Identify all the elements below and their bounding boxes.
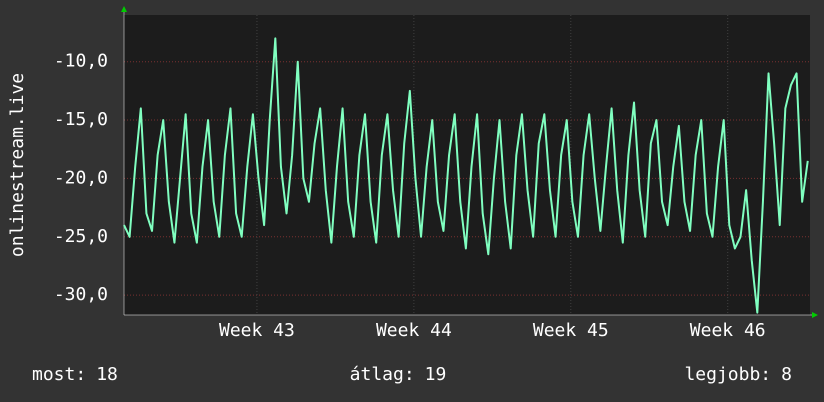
axis-arrow bbox=[812, 312, 818, 318]
stat-label: átlag: bbox=[350, 364, 415, 385]
x-tick-label: Week 44 bbox=[376, 320, 452, 341]
x-tick-label: Week 45 bbox=[533, 320, 609, 341]
y-axis-label: onlinestream.live bbox=[7, 73, 28, 257]
stat-value: 19 bbox=[425, 364, 447, 385]
stat-value: 8 bbox=[781, 364, 792, 385]
y-tick-label: -30,0 bbox=[54, 284, 108, 305]
y-tick-label: -20,0 bbox=[54, 167, 108, 188]
stat-value: 18 bbox=[96, 364, 118, 385]
plot-area bbox=[124, 15, 810, 315]
y-tick-label: -15,0 bbox=[54, 109, 108, 130]
y-tick-label: -25,0 bbox=[54, 226, 108, 247]
x-tick-label: Week 46 bbox=[690, 320, 766, 341]
stat-label: legjobb: bbox=[684, 364, 771, 385]
data-line bbox=[123, 37, 809, 314]
y-tick-label: -10,0 bbox=[54, 51, 108, 72]
legend-stat: átlag: 19 bbox=[350, 364, 447, 385]
legend-stat: most: 18 bbox=[32, 364, 118, 385]
stat-label: most: bbox=[32, 364, 86, 385]
axis-arrow bbox=[121, 6, 127, 12]
legend-stat: legjobb: 8 bbox=[684, 364, 792, 385]
x-tick-label: Week 43 bbox=[219, 320, 295, 341]
